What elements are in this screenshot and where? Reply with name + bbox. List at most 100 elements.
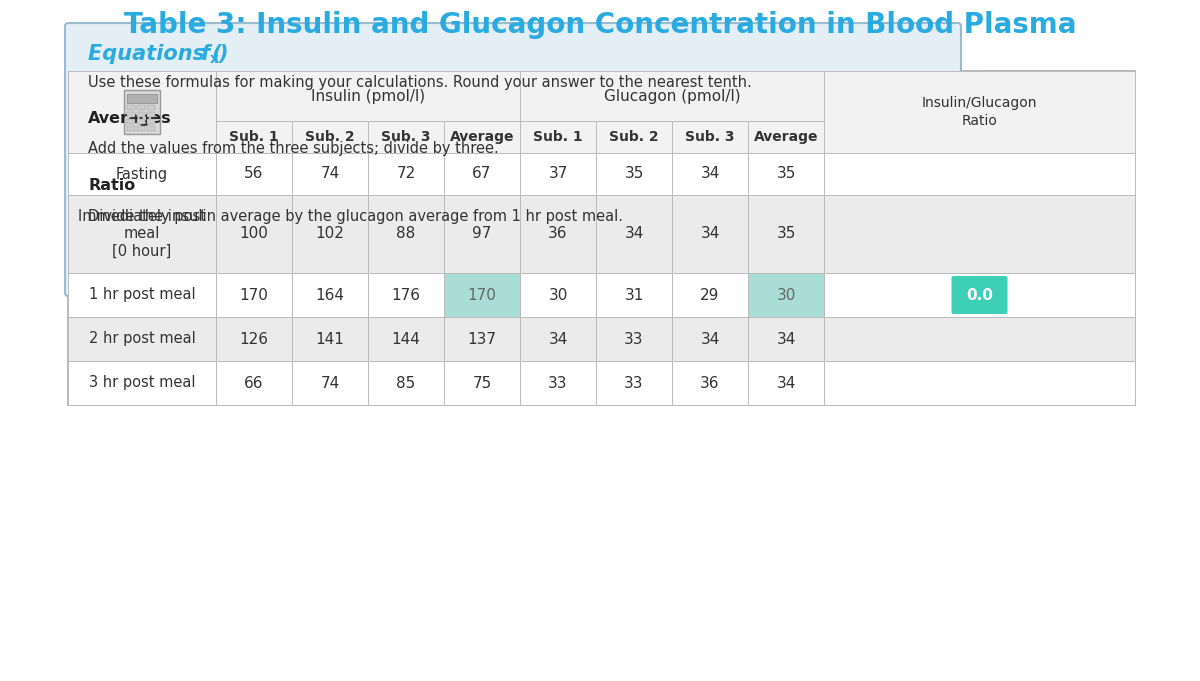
Bar — [292, 317, 368, 361]
Bar — [444, 195, 520, 273]
Bar — [444, 361, 520, 405]
Text: 137: 137 — [468, 332, 497, 347]
Text: Sub. 3: Sub. 3 — [685, 130, 734, 144]
Bar — [137, 126, 144, 131]
Bar — [216, 317, 292, 361]
Text: 34: 34 — [776, 332, 796, 347]
Text: 170: 170 — [468, 287, 497, 302]
Text: 30: 30 — [776, 287, 796, 302]
Text: 72: 72 — [396, 166, 415, 182]
Text: 37: 37 — [548, 166, 568, 182]
Text: Use these formulas for making your calculations. Round your answer to the neares: Use these formulas for making your calcu… — [88, 74, 751, 89]
Bar — [748, 361, 824, 405]
Bar — [672, 361, 748, 405]
Bar — [292, 273, 368, 317]
Bar — [824, 273, 1135, 317]
Bar — [68, 195, 216, 273]
Bar — [520, 121, 596, 153]
Bar — [68, 71, 1135, 405]
Text: Immediately post
meal
[0 hour]: Immediately post meal [0 hour] — [78, 209, 206, 259]
Text: 35: 35 — [624, 166, 643, 182]
Bar — [68, 153, 216, 195]
Bar — [672, 317, 748, 361]
Text: 67: 67 — [473, 166, 492, 182]
Text: Insulin (pmol/l): Insulin (pmol/l) — [311, 89, 425, 104]
Text: 1 hr post meal: 1 hr post meal — [89, 287, 196, 302]
Bar — [824, 71, 1135, 153]
Text: f: f — [202, 44, 210, 64]
Bar — [748, 153, 824, 195]
Text: Insulin/Glucagon: Insulin/Glucagon — [922, 96, 1037, 110]
Bar — [596, 361, 672, 405]
Text: 102: 102 — [316, 227, 344, 242]
Text: Equations (: Equations ( — [88, 44, 222, 64]
Text: Glucagon (pmol/l): Glucagon (pmol/l) — [604, 89, 740, 104]
Text: 75: 75 — [473, 375, 492, 390]
Bar — [148, 119, 155, 124]
Text: 176: 176 — [391, 287, 420, 302]
Text: 35: 35 — [776, 166, 796, 182]
Bar — [292, 195, 368, 273]
Bar — [596, 121, 672, 153]
Text: Sub. 2: Sub. 2 — [305, 130, 355, 144]
Text: 126: 126 — [240, 332, 269, 347]
Bar — [824, 153, 1135, 195]
Text: 88: 88 — [396, 227, 415, 242]
FancyBboxPatch shape — [952, 276, 1008, 314]
Bar — [216, 195, 292, 273]
Bar — [444, 273, 520, 317]
Text: 29: 29 — [701, 287, 720, 302]
Bar — [216, 121, 292, 153]
Bar — [444, 317, 520, 361]
Text: x: x — [210, 52, 220, 66]
Text: 56: 56 — [245, 166, 264, 182]
Text: Divide the insulin average by the glucagon average from 1 hr post meal.: Divide the insulin average by the glucag… — [88, 208, 623, 223]
Bar — [292, 361, 368, 405]
Bar — [596, 195, 672, 273]
Bar — [520, 71, 824, 121]
Bar — [216, 361, 292, 405]
Bar — [368, 273, 444, 317]
Text: 33: 33 — [624, 332, 643, 347]
Bar — [748, 317, 824, 361]
Bar — [824, 361, 1135, 405]
Bar — [216, 153, 292, 195]
Bar — [68, 317, 216, 361]
Text: Sub. 1: Sub. 1 — [533, 130, 583, 144]
Bar — [137, 105, 144, 110]
Text: Sub. 1: Sub. 1 — [229, 130, 278, 144]
Bar — [127, 126, 134, 131]
Text: Fasting: Fasting — [116, 166, 168, 182]
Text: Sub. 3: Sub. 3 — [382, 130, 431, 144]
Bar — [216, 273, 292, 317]
Text: 33: 33 — [624, 375, 643, 390]
Text: 35: 35 — [776, 227, 796, 242]
Text: 33: 33 — [548, 375, 568, 390]
Text: 144: 144 — [391, 332, 420, 347]
Text: 0.0: 0.0 — [966, 287, 992, 302]
Text: Add the values from the three subjects; divide by three.: Add the values from the three subjects; … — [88, 142, 499, 157]
Bar — [368, 153, 444, 195]
Bar — [748, 121, 824, 153]
Bar — [137, 112, 144, 117]
Bar — [596, 273, 672, 317]
Text: 74: 74 — [320, 166, 340, 182]
Text: Ratio: Ratio — [88, 178, 136, 193]
Text: 34: 34 — [701, 332, 720, 347]
Bar — [368, 361, 444, 405]
Text: 85: 85 — [396, 375, 415, 390]
Bar — [672, 121, 748, 153]
Text: 34: 34 — [701, 227, 720, 242]
Bar — [672, 273, 748, 317]
Bar — [672, 195, 748, 273]
Bar — [148, 105, 155, 110]
Bar — [520, 153, 596, 195]
Bar — [127, 112, 134, 117]
Text: Average: Average — [754, 130, 818, 144]
Bar — [520, 273, 596, 317]
Bar — [368, 317, 444, 361]
Text: 3 hr post meal: 3 hr post meal — [89, 375, 196, 390]
Bar — [520, 317, 596, 361]
Text: Sub. 2: Sub. 2 — [610, 130, 659, 144]
Bar — [748, 195, 824, 273]
